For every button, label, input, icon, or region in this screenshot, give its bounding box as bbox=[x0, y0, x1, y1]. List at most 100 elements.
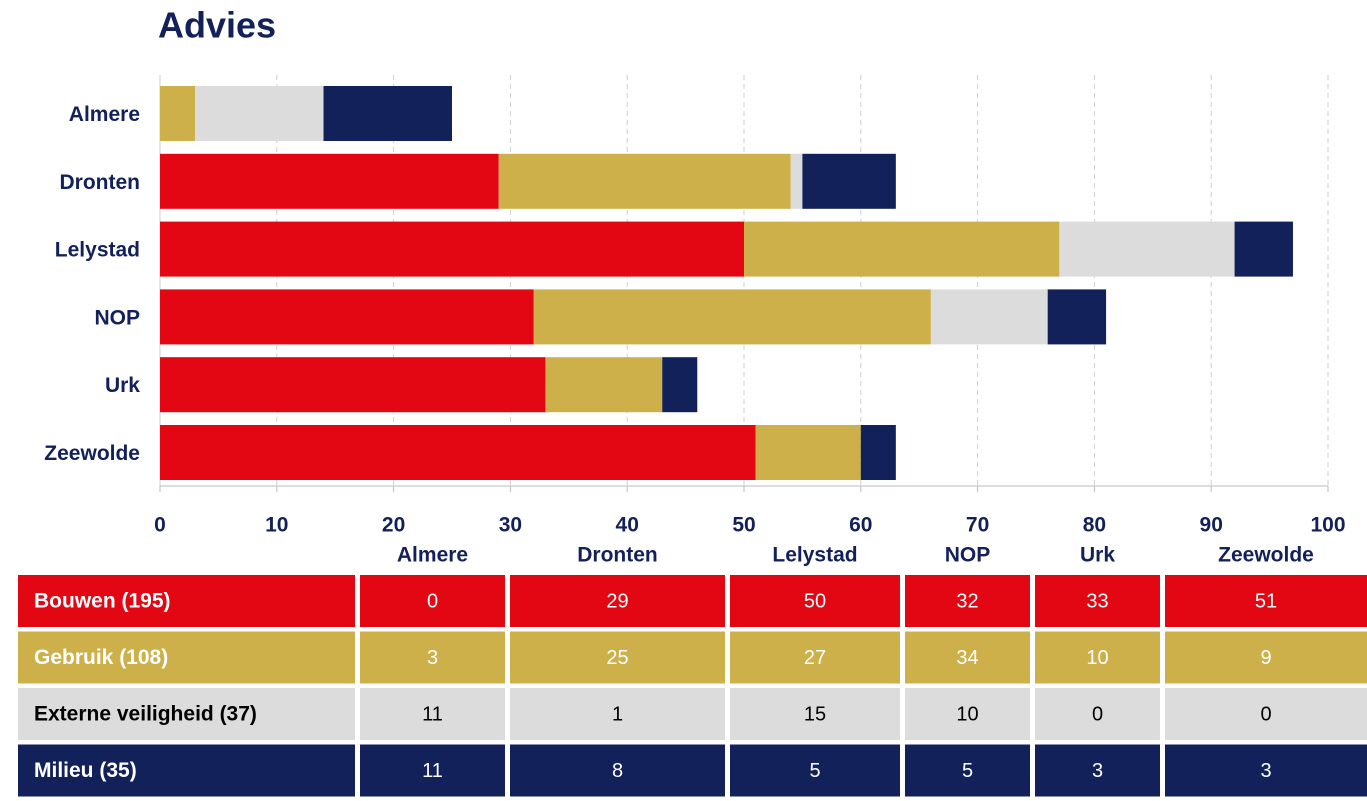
y-tick-label: Urk bbox=[105, 374, 140, 397]
table-column-header: Urk bbox=[1080, 544, 1115, 567]
table-column-header: Lelystad bbox=[772, 544, 857, 567]
table-cell: 33 bbox=[1086, 590, 1108, 612]
table-cell-bg bbox=[510, 631, 725, 684]
table-cell-bg bbox=[1035, 631, 1160, 684]
table-cell-bg bbox=[360, 744, 505, 797]
table-cell-bg bbox=[730, 744, 900, 797]
bar-segment bbox=[930, 289, 1048, 345]
table-cell-bg bbox=[510, 688, 725, 740]
table-cell-bg bbox=[1035, 575, 1160, 627]
x-tick-label: 0 bbox=[154, 514, 166, 537]
table-cell-bg bbox=[1165, 688, 1367, 740]
table-cell: 32 bbox=[956, 590, 978, 612]
bar-segment bbox=[160, 425, 756, 480]
bar-segment bbox=[160, 357, 546, 413]
table-cell: 51 bbox=[1255, 590, 1277, 612]
table-column-header: Zeewolde bbox=[1218, 544, 1314, 567]
y-tick-label: Dronten bbox=[60, 171, 141, 194]
table-cell: 0 bbox=[1092, 703, 1103, 725]
x-tick-label: 90 bbox=[1200, 514, 1223, 537]
bar-segment bbox=[1059, 221, 1235, 277]
table-cell-bg bbox=[1165, 744, 1367, 797]
table-cell: 27 bbox=[804, 647, 826, 669]
bar-segment bbox=[860, 425, 896, 480]
bar-segment bbox=[790, 153, 803, 209]
table-cell-bg bbox=[18, 631, 355, 684]
bar-segment bbox=[755, 425, 861, 480]
x-tick-label: 80 bbox=[1083, 514, 1106, 537]
table-column-header: Almere bbox=[397, 544, 468, 567]
bar-segment bbox=[545, 357, 663, 413]
table-cell: 29 bbox=[606, 590, 628, 612]
table-cell-bg bbox=[18, 575, 355, 627]
table-row-header: Externe veiligheid (37) bbox=[34, 703, 257, 726]
table-cell-bg bbox=[905, 575, 1030, 627]
table-cell-bg bbox=[905, 744, 1030, 797]
x-tick-label: 60 bbox=[849, 514, 872, 537]
table-cell-bg bbox=[730, 688, 900, 740]
table-column-header: Dronten bbox=[577, 544, 658, 567]
x-tick-label: 70 bbox=[966, 514, 989, 537]
bar-segment bbox=[662, 357, 698, 413]
bar-segment bbox=[1047, 289, 1107, 345]
table-cell: 0 bbox=[1260, 703, 1271, 725]
table-cell-bg bbox=[510, 744, 725, 797]
y-tick-label: Zeewolde bbox=[44, 442, 140, 465]
table-cell-bg bbox=[1165, 631, 1367, 684]
table-cell-bg bbox=[360, 688, 505, 740]
table-cell-bg bbox=[1035, 744, 1160, 797]
x-tick-label: 20 bbox=[382, 514, 405, 537]
table-cell-bg bbox=[1035, 688, 1160, 740]
table-cell: 9 bbox=[1260, 647, 1271, 669]
table-cell-bg bbox=[18, 688, 355, 740]
table-cell: 5 bbox=[962, 760, 973, 782]
x-tick-label: 100 bbox=[1310, 514, 1345, 537]
table-cell: 8 bbox=[612, 760, 623, 782]
table-row-header: Gebruik (108) bbox=[34, 646, 168, 669]
table-cell: 10 bbox=[1086, 647, 1108, 669]
table-cell-bg bbox=[905, 631, 1030, 684]
bar-segment bbox=[160, 221, 744, 277]
table-column-header: NOP bbox=[945, 544, 991, 567]
table-cell: 3 bbox=[427, 647, 438, 669]
table-row-header: Milieu (35) bbox=[34, 759, 137, 782]
table-cell: 15 bbox=[804, 703, 826, 725]
table-cell-bg bbox=[360, 631, 505, 684]
bar-segment bbox=[744, 221, 1060, 277]
bar-segment bbox=[533, 289, 931, 345]
table-cell: 1 bbox=[612, 703, 623, 725]
table-cell-bg bbox=[18, 744, 355, 797]
bar-segment bbox=[195, 86, 324, 141]
table-cell-bg bbox=[905, 688, 1030, 740]
y-tick-label: Almere bbox=[69, 103, 140, 126]
table-cell: 34 bbox=[956, 647, 978, 669]
table-cell: 0 bbox=[427, 590, 438, 612]
table-cell: 50 bbox=[804, 590, 826, 612]
table-cell-bg bbox=[730, 631, 900, 684]
x-tick-label: 30 bbox=[499, 514, 522, 537]
table-row-header: Bouwen (195) bbox=[34, 590, 171, 613]
table-cell: 5 bbox=[809, 760, 820, 782]
bar-segment bbox=[498, 153, 791, 209]
bar-segment bbox=[160, 153, 499, 209]
bar-segment bbox=[1234, 221, 1293, 277]
y-tick-label: NOP bbox=[94, 306, 140, 329]
bar-segment bbox=[160, 86, 196, 141]
bar-segment bbox=[802, 153, 896, 209]
table-cell-bg bbox=[360, 575, 505, 627]
table-cell: 10 bbox=[956, 703, 978, 725]
chart-title: Advies bbox=[158, 5, 276, 46]
x-tick-label: 40 bbox=[616, 514, 639, 537]
bar-segment bbox=[323, 86, 452, 141]
table-cell: 3 bbox=[1092, 760, 1103, 782]
table-cell-bg bbox=[730, 575, 900, 627]
table-cell-bg bbox=[510, 575, 725, 627]
table-cell: 11 bbox=[422, 703, 443, 725]
table-cell: 3 bbox=[1260, 760, 1271, 782]
x-tick-label: 50 bbox=[732, 514, 755, 537]
table-cell: 11 bbox=[422, 760, 443, 782]
y-tick-label: Lelystad bbox=[55, 239, 140, 262]
table-cell-bg bbox=[1165, 575, 1367, 627]
table-cell: 25 bbox=[606, 647, 628, 669]
